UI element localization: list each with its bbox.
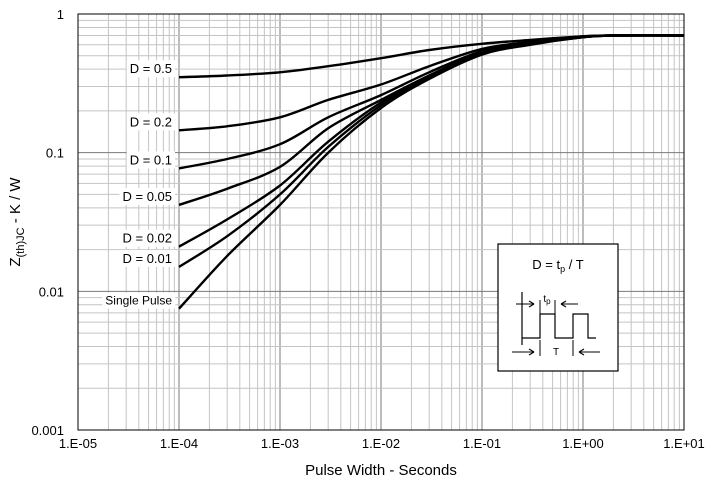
duty-cycle-inset: D = tp / T tp T (497, 243, 619, 372)
y-tick-label: 0.1 (46, 146, 64, 161)
x-tick-label: 1.E-02 (362, 436, 400, 451)
series-label-background (126, 60, 175, 78)
tp-label-main: t (543, 294, 546, 305)
y-tick-label: 0.001 (31, 423, 64, 438)
x-tick-label: 1.E-04 (160, 436, 198, 451)
pulse-train (522, 313, 596, 339)
series-label-background (119, 187, 175, 205)
y-axis-title-sub: (th)JC (15, 227, 27, 257)
series-lines (178, 34, 685, 310)
period-arrow-left (512, 348, 535, 356)
series-label: D = 0.1 (130, 152, 172, 167)
series-label: Single Pulse (105, 294, 172, 308)
y-axis-title-rest: - K / W (7, 177, 24, 228)
x-tick-label: 1.E+01 (663, 436, 705, 451)
series-label: D = 0.02 (122, 231, 172, 246)
series-label-background (119, 229, 175, 247)
series-line (178, 34, 685, 207)
x-axis-title: Pulse Width - Seconds (305, 462, 457, 479)
inset-box (497, 243, 619, 372)
series-label: D = 0.2 (130, 114, 172, 129)
inset-formula-rest: / T (565, 257, 584, 272)
plot-frame (77, 13, 685, 431)
period-arrow-right (578, 348, 600, 356)
inset-formula-main: D = t (532, 257, 560, 272)
y-tick-label: 1 (57, 7, 64, 22)
series-line (178, 34, 685, 310)
x-tick-label: 1.E+00 (562, 436, 604, 451)
series-label-background (126, 151, 175, 169)
x-tick-label: 1.E-03 (261, 436, 299, 451)
series-labels: D = 0.5 D = 0.2 D = 0.1 D = 0.05 D = 0.02 D =… (102, 60, 176, 309)
series-label: D = 0.01 (122, 251, 172, 266)
y-tick-labels: 0.001 0.01 0.1 1 (31, 7, 64, 438)
x-tick-labels: 1.E-05 1.E-04 1.E-03 1.E-02 1.E-01 1.E+00 1.E+… (59, 436, 705, 451)
y-axis-title: Z(th)JC - K / W (7, 177, 27, 267)
x-tick-label: 1.E-05 (59, 436, 97, 451)
y-axis-title-main: Z (7, 257, 24, 266)
inset-formula-sub: p (560, 264, 565, 274)
series-label: D = 0.5 (130, 61, 172, 76)
tp-label-sub: p (546, 297, 551, 306)
series-label-background (102, 292, 176, 309)
tp-arrow-left (516, 300, 535, 308)
series-label-background (126, 113, 175, 131)
inset-formula: D = tp / T (532, 257, 583, 274)
period-label: T (553, 347, 559, 358)
y-tick-label: 0.01 (39, 284, 64, 299)
tp-arrow-right (560, 300, 578, 308)
series-label: D = 0.05 (122, 189, 172, 204)
tp-label: tp (543, 294, 551, 306)
series-label-background (119, 249, 175, 267)
x-tick-label: 1.E-01 (463, 436, 501, 451)
